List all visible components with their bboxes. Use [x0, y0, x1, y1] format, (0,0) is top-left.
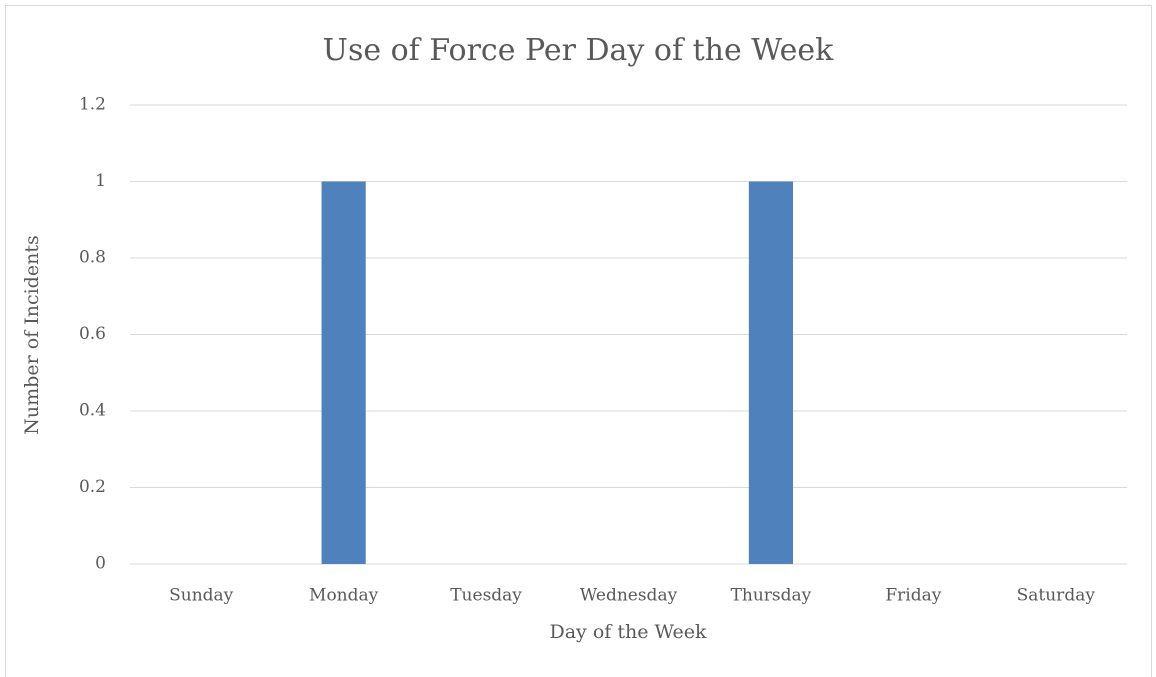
y-tick-label: 0.6: [79, 324, 106, 344]
x-tick-label: Wednesday: [580, 586, 678, 606]
chart-title: Use of Force Per Day of the Week: [323, 33, 834, 68]
y-tick-label: 1: [95, 171, 106, 191]
x-tick-label: Saturday: [1017, 586, 1096, 606]
x-tick-label: Thursday: [731, 586, 812, 606]
x-axis-title: Day of the Week: [550, 621, 707, 643]
x-tick-label: Tuesday: [450, 586, 522, 606]
y-tick-label: 0.2: [79, 477, 106, 497]
bar: [321, 181, 366, 564]
y-tick-label: 0: [95, 554, 106, 574]
y-tick-label: 0.8: [79, 248, 106, 268]
x-tick-label: Monday: [309, 586, 379, 606]
y-tick-label: 1.2: [79, 95, 106, 115]
chart-border: [5, 5, 1152, 677]
x-tick-label: Friday: [885, 586, 941, 606]
y-axis-title: Number of Incidents: [21, 235, 43, 434]
x-tick-label: Sunday: [169, 586, 234, 606]
y-tick-label: 0.4: [79, 401, 106, 421]
bar: [748, 181, 794, 564]
